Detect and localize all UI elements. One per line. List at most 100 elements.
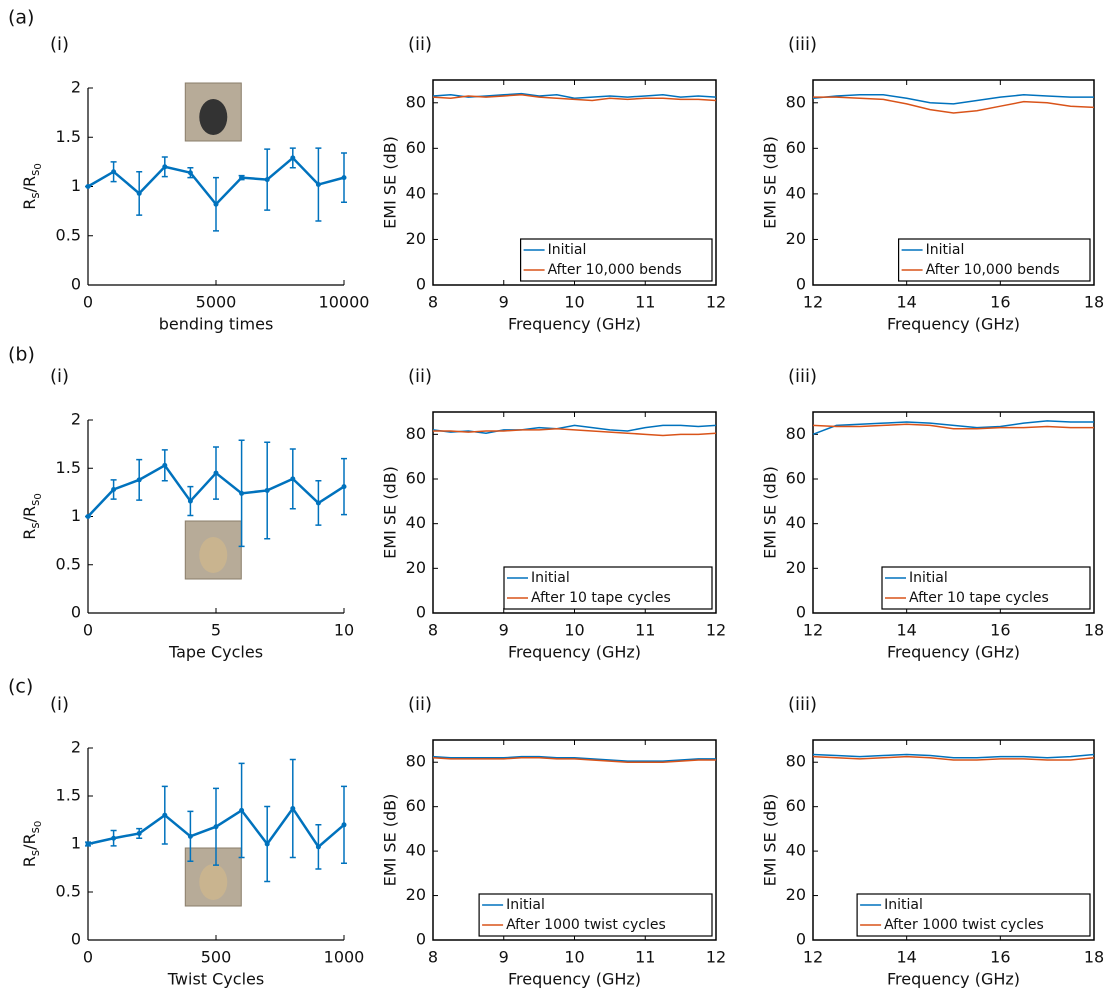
y-tick-label: 2 [71,410,81,429]
chart-panel: (ii) 0 20 40 60 80 8 9 10 11 12 Frequency (GHz) EMI … [381,366,727,662]
y-tick-label: 60 [406,469,426,488]
panel-label: (iii) [788,366,817,387]
data-point [213,201,219,207]
data-point [111,169,117,175]
plot-frame [812,411,1095,614]
data-point [213,824,219,830]
y-tick-label: 20 [786,558,806,577]
legend-box [856,893,1091,937]
chart-panel: (ii) 0 20 40 60 80 8 9 10 11 12 Frequency (GHz) EMI … [381,34,727,334]
data-point [264,841,270,847]
y-tick-label: 80 [786,92,806,111]
x-tick-label: 10 [334,621,354,640]
data-point [290,805,296,811]
data-point [315,182,321,188]
y-label-part: 0 [33,163,44,169]
data-point [315,500,321,506]
legend-box [881,566,1091,610]
x-axis-label: bending times [159,315,274,334]
x-tick-label: 1000 [324,948,365,967]
x-tick-label: 16 [990,293,1010,312]
y-label-part: s [28,170,42,176]
x-tick-label: 0 [83,621,93,640]
x-tick-label: 0 [83,293,93,312]
legend: Initial After 10 tape cycles [881,566,1091,610]
y-tick-label: 0 [71,275,81,294]
y-axis-label: EMI SE (dB) [761,794,780,887]
chart-panel: (ii) 0 20 40 60 80 8 9 10 11 12 Frequency (GHz) EMI … [381,694,727,989]
data-line [432,757,716,763]
x-tick-label: 11 [635,293,655,312]
y-tick-label: 0 [416,275,426,294]
plot-frame [812,739,1095,941]
data-point [341,175,347,181]
data-point [239,175,245,181]
legend: Initial After 1000 twist cycles [856,893,1091,937]
data-point [85,514,91,519]
y-tick-label: 0 [796,275,806,294]
x-tick-label: 8 [428,621,438,640]
y-tick-label: 0 [416,930,426,949]
inset-photo-detail [199,537,228,573]
data-point [187,833,193,839]
y-tick-label: 80 [406,92,426,111]
data-point [111,486,117,492]
inset-photo-detail [199,99,228,135]
y-tick-label: 2 [71,78,81,97]
data-point [136,190,142,196]
y-label-part: R [20,199,39,210]
legend: Initial After 10,000 bends [519,238,713,282]
y-label-part: 0 [33,493,44,499]
y-tick-label: 2 [71,738,81,757]
y-tick-label: 40 [786,841,806,860]
y-label-part: 0 [33,821,44,827]
legend-box [519,238,713,282]
x-tick-label: 5 [211,621,221,640]
x-tick-label: 10000 [319,293,370,312]
x-tick-label: 16 [990,948,1010,967]
panel-label: (iii) [788,694,817,715]
x-tick-label: 18 [1084,621,1104,640]
y-axis-label: EMI SE (dB) [381,794,400,887]
x-tick-label: 12 [803,621,823,640]
x-tick-label: 9 [499,621,509,640]
x-axis-label: Frequency (GHz) [887,970,1020,989]
chart-panel: (iii) 0 20 40 60 80 12 14 16 18 Frequency (GHz) EMI… [761,366,1105,662]
x-tick-label: 9 [499,293,509,312]
data-line [812,753,1095,759]
data-point [111,835,117,841]
x-tick-label: 11 [635,948,655,967]
data-line [432,424,717,434]
x-tick-label: 500 [201,948,232,967]
data-point [162,164,168,170]
y-tick-label: 60 [786,138,806,157]
y-tick-label: 1 [71,834,81,853]
x-tick-label: 18 [1084,293,1104,312]
data-line [813,96,1095,114]
y-label-part: /R [20,506,39,523]
y-tick-label: 20 [786,885,806,904]
legend-label: After 10 tape cycles [909,590,1049,606]
x-axis-label: Frequency (GHz) [508,643,641,662]
data-line [812,755,1095,761]
row-label: (b) [8,344,35,366]
y-label-part: R [20,529,39,540]
y-label-part: s [28,192,42,198]
x-axis-label: Tape Cycles [168,643,263,662]
data-point [239,807,245,813]
data-point [341,484,347,490]
legend-label: Initial [909,570,948,586]
x-tick-label: 10 [564,948,584,967]
panel-label: (ii) [408,366,432,387]
data-point [213,470,219,476]
y-label-part: /R [20,833,39,850]
x-tick-label: 12 [706,948,726,967]
data-point [290,155,296,161]
legend-label: After 10,000 bends [926,262,1060,278]
y-tick-label: 0.5 [56,554,81,573]
x-axis-label: Frequency (GHz) [887,643,1020,662]
y-axis-label: Rs/Rs0 [20,493,45,540]
data-point [162,462,168,468]
data-point [315,844,321,850]
